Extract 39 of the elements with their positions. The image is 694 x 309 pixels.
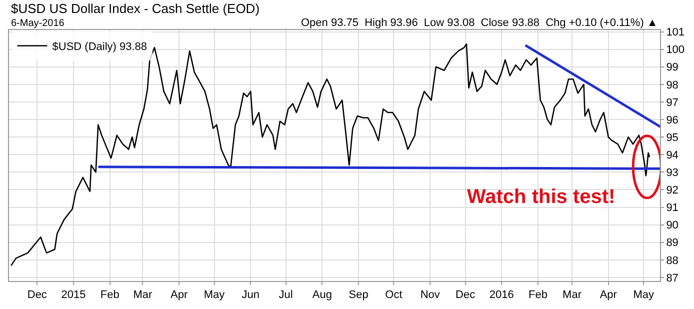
x-tick-label: Feb (528, 289, 548, 302)
x-tick-label: 2015 (61, 289, 86, 302)
x-tick-label: Nov (420, 289, 440, 302)
y-tick-label: 93 (666, 167, 678, 180)
x-tick-label: Sep (348, 289, 368, 302)
x-tick-label: Feb (100, 289, 120, 302)
x-tick-label: Jun (242, 289, 260, 302)
line-series (10, 43, 650, 266)
x-tick-label: Apr (170, 289, 188, 302)
x-tick-label: Dec (456, 289, 476, 302)
y-tick-label: 96 (666, 114, 678, 126)
legend-label: $USD (Daily) 93.88 (52, 41, 148, 54)
x-tick-label: Aug (312, 289, 332, 302)
y-tick-label: 98 (666, 79, 678, 92)
chart-title: $USD US Dollar Index - Cash Settle (EOD) (11, 1, 260, 16)
x-tick-label: May (204, 289, 226, 302)
text: Open 93.75 High 93.96 Low 93.08 Close 93.88 Chg +0.10 (+0.11%) ▲ (301, 17, 658, 29)
y-tick-label: 100 (666, 44, 685, 56)
annotation: Watch this test! (467, 186, 616, 208)
y-tick-label: 87 (666, 272, 678, 284)
y-tick-label: 94 (666, 149, 678, 162)
x-tick-label: May (633, 289, 654, 302)
x-tick-label: Jul (278, 289, 293, 302)
y-tick-label: 95 (666, 132, 678, 144)
x-tick-label: Dec (27, 289, 48, 302)
y-tick-label: 92 (666, 184, 678, 197)
x-tick-label: Mar (562, 289, 582, 302)
chart-subtitle: 6-May-2016 (11, 18, 65, 29)
y-tick-label: 89 (666, 237, 678, 250)
y-tick-label: 91 (666, 202, 678, 214)
y-tick-label: 101 (666, 26, 685, 39)
y-tick-label: 97 (666, 96, 678, 109)
y-tick-label: 88 (666, 254, 678, 267)
y-tick-label: 90 (666, 220, 678, 232)
x-tick-label: 2016 (489, 289, 514, 302)
x-tick-label: Mar (133, 289, 153, 302)
x-tick-label: Oct (385, 289, 402, 302)
y-tick-label: 99 (666, 62, 678, 74)
x-tick-label: Apr (600, 289, 618, 302)
